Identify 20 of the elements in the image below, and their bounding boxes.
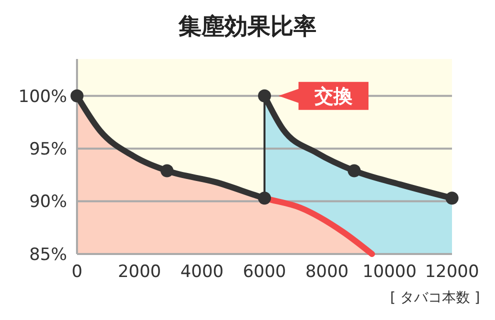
x-tick-label: 2000 (118, 262, 162, 282)
point (348, 164, 361, 178)
point (446, 192, 458, 205)
annotation: 交換 (314, 86, 354, 108)
x-tick-label: 8000 (305, 262, 349, 282)
y-tick-label: 100% (18, 86, 67, 107)
x-tick-label: 10000 (362, 262, 417, 282)
x-tick-label: 12000 (424, 262, 480, 282)
point (258, 89, 271, 102)
point (258, 192, 271, 205)
point (70, 89, 84, 102)
chart-title: 集塵効果比率 (178, 13, 316, 40)
y-tick-label: 95% (29, 140, 67, 160)
y-tick-label: 85% (29, 244, 67, 265)
x-tick-label: 0 (72, 262, 82, 282)
x-tick-label: 4000 (180, 262, 224, 282)
x-axis-title: [ タバコ本数 ] (390, 290, 480, 306)
x-tick-label: 6000 (242, 262, 286, 282)
y-tick-label: 90% (29, 192, 67, 212)
point (160, 164, 174, 178)
